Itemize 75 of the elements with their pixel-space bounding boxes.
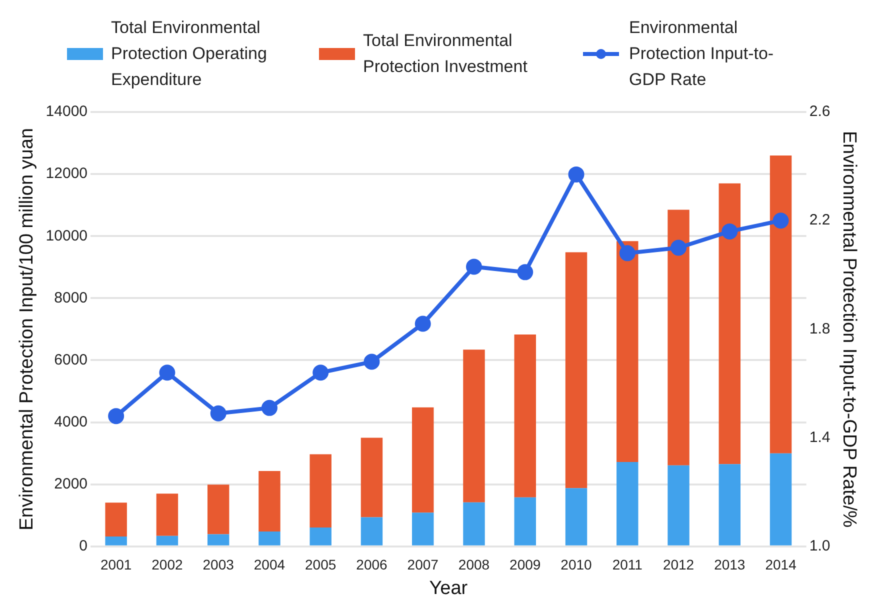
x-tick-label: 2014 [765,556,797,573]
point [619,245,636,262]
x-axis-title: Year [429,578,468,599]
point [159,364,176,381]
y-tick-label: 8000 [54,289,88,306]
x-tick-label: 2006 [356,556,388,573]
bar [616,462,638,546]
y2-tick-label: 2.6 [809,103,830,120]
x-tick-label: 2009 [510,556,541,573]
bar [207,484,230,534]
point [108,408,124,424]
y-tick-label: 6000 [54,351,88,368]
y-tick-label: 12000 [46,165,88,182]
bar [514,334,536,498]
x-tick-label: 2005 [305,556,336,573]
bar [207,534,230,546]
point [414,316,431,332]
y-tick-label: 10000 [46,227,88,244]
bar [360,438,383,518]
y2-tick-label: 2.2 [809,212,830,229]
point [261,400,278,416]
x-tick-label: 2013 [714,556,746,573]
bar [718,464,741,546]
bar [412,407,434,513]
legend-label: Total Environmental Protection Investment [363,30,528,78]
x-tick-label: 2011 [612,556,643,573]
bar [770,453,792,546]
x-tick-label: 2012 [662,556,694,573]
bar [310,527,332,546]
x-tick-label: 2004 [254,556,286,573]
bar [258,532,280,546]
point [466,258,482,275]
point [312,364,329,381]
bar [463,350,485,502]
legend-label: Environmental Protection Input-to-GDP Rate [629,17,775,91]
bar [463,502,485,546]
bar [668,465,690,546]
bar [565,252,588,488]
point [210,405,226,422]
bar [105,536,127,546]
x-tick-label: 2003 [202,556,234,573]
bar [668,210,690,466]
bar [156,536,178,546]
bar [156,494,178,536]
y-tick-label: 14000 [46,103,88,120]
y-tick-label: 2000 [54,475,88,492]
bar [360,517,383,546]
bar [616,241,638,462]
y-tick-label: 0 [79,538,88,555]
bar [310,454,332,528]
point [568,166,584,182]
x-tick-label: 2002 [152,556,183,573]
y2-tick-label: 1.0 [809,538,830,555]
y-tick-label: 4000 [54,413,88,430]
point [670,240,687,256]
bar [565,488,588,546]
x-tick-label: 2010 [560,556,592,573]
bar [514,497,536,546]
point [364,354,380,370]
bar [718,183,741,464]
x-tick-label: 2008 [458,556,490,573]
x-tick-label: 2001 [100,556,132,573]
y2-tick-label: 1.4 [809,428,830,446]
bar [412,512,434,546]
legend-label: Total Environmental Protection Operating Expenditure [111,17,268,91]
y2-axis-title: Environmental Protection Input-to-GDP Rate/% [838,130,860,528]
y-axis-title: Environmental Protection Input/100 million yuan [16,128,38,530]
x-tick-label: 2007 [407,556,439,573]
bar [770,155,792,454]
point [722,223,738,240]
y2-tick-label: 1.8 [809,320,830,338]
bar [105,502,127,536]
bar [258,471,280,532]
point [772,212,789,229]
point [517,264,534,280]
